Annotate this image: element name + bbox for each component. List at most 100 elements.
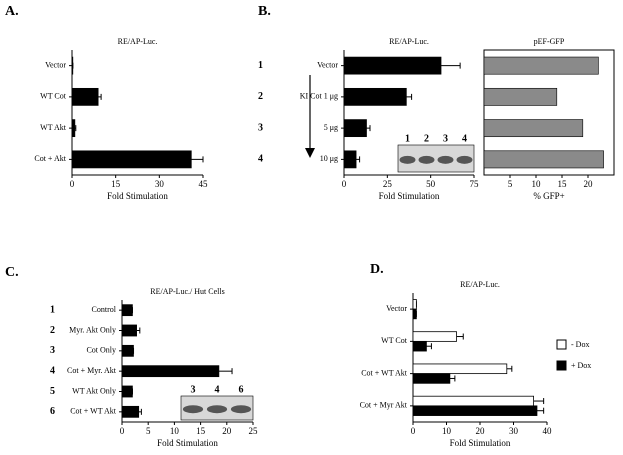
- bar: [121, 344, 134, 357]
- category-label: Vector: [317, 60, 338, 69]
- chart-title: RE/AP-Luc./ Hut Cells: [150, 287, 224, 296]
- category-label: Control: [92, 305, 117, 314]
- x-axis-label: Fold Stimulation: [157, 438, 218, 448]
- bar: [121, 304, 133, 317]
- lane-label: 1: [405, 133, 410, 144]
- row-number: 1: [50, 304, 55, 315]
- row-number: 6: [50, 406, 55, 417]
- x-tick-label: 15: [196, 426, 206, 436]
- x-tick-label: 50: [426, 179, 436, 189]
- panel-label: D.: [370, 262, 384, 277]
- chart-title: RE/AP-Luc.: [460, 280, 500, 289]
- x-tick-label: 0: [70, 179, 75, 189]
- row-number: 2: [50, 325, 55, 336]
- blot-band: [182, 405, 204, 414]
- x-tick-label: 10: [442, 426, 452, 436]
- x-tick-label: 15: [558, 179, 568, 189]
- x-tick-label: 5: [146, 426, 151, 436]
- bar: [412, 405, 538, 416]
- category-label: Cot + WT Akt: [361, 368, 408, 377]
- bar: [121, 365, 220, 378]
- x-tick-label: 20: [584, 179, 594, 189]
- x-tick-label: 10: [532, 179, 542, 189]
- x-tick-label: 0: [411, 426, 416, 436]
- bar: [343, 150, 357, 169]
- bar: [71, 87, 99, 106]
- bar: [71, 150, 192, 169]
- legend-label: + Dox: [571, 361, 591, 370]
- category-label: 5 μg: [324, 123, 338, 132]
- lane-label: 3: [191, 384, 196, 395]
- x-tick-label: 40: [543, 426, 553, 436]
- panel-label: A.: [5, 4, 19, 19]
- lane-label: 2: [424, 133, 429, 144]
- chart-title: RE/AP-Luc.: [389, 37, 429, 46]
- x-tick-label: 20: [476, 426, 486, 436]
- row-number: 1: [258, 60, 263, 71]
- category-label: Cot + WT Akt: [70, 407, 117, 416]
- legend-swatch: [556, 360, 567, 371]
- bar: [343, 119, 367, 138]
- x-tick-label: 0: [342, 179, 347, 189]
- bar: [412, 299, 417, 310]
- bar: [412, 331, 457, 342]
- row-number: 5: [50, 386, 55, 397]
- bar: [483, 87, 558, 106]
- bar: [412, 373, 451, 384]
- bar: [343, 56, 442, 75]
- category-label: Cot + Myr. Akt: [67, 366, 117, 375]
- chart-title: pEF-GFP: [534, 37, 565, 46]
- category-label: Vector: [386, 304, 407, 313]
- x-tick-label: 45: [199, 179, 209, 189]
- blot-band: [230, 405, 252, 414]
- x-tick-label: 10: [170, 426, 180, 436]
- row-number: 3: [258, 122, 263, 133]
- category-label: 10 μg: [320, 154, 338, 163]
- category-label: Myr. Akt Only: [69, 325, 116, 334]
- blot-band: [399, 155, 416, 164]
- bar: [483, 56, 599, 75]
- x-axis-label: Fold Stimulation: [107, 191, 168, 201]
- category-label: WT Cot: [381, 336, 408, 345]
- x-tick-label: 25: [383, 179, 393, 189]
- bar: [121, 405, 140, 418]
- bar: [121, 385, 133, 398]
- bar: [343, 87, 407, 106]
- lane-label: 4: [215, 384, 220, 395]
- bar: [71, 56, 74, 75]
- blot-band: [206, 405, 228, 414]
- x-tick-label: 15: [111, 179, 121, 189]
- lane-label: 4: [462, 133, 467, 144]
- row-number: 4: [258, 154, 263, 165]
- blot-band: [456, 155, 473, 164]
- x-tick-label: 20: [222, 426, 232, 436]
- lane-label: 3: [443, 133, 448, 144]
- bar: [412, 340, 427, 352]
- category-label: Cot Only: [86, 346, 116, 355]
- bar: [121, 324, 137, 337]
- category-label: KI Cot 1 μg: [300, 92, 338, 101]
- blot-band: [418, 155, 435, 164]
- legend-swatch: [556, 339, 567, 350]
- bar: [71, 119, 76, 138]
- bar: [483, 150, 604, 169]
- row-number: 4: [50, 365, 55, 376]
- row-number: 3: [50, 345, 55, 356]
- panel-label: C.: [5, 265, 19, 280]
- bar: [412, 308, 417, 320]
- category-label: Cot + Akt: [34, 154, 66, 163]
- chart-title: RE/AP-Luc.: [118, 37, 158, 46]
- category-label: WT Akt Only: [72, 386, 116, 395]
- bar: [412, 395, 534, 407]
- x-tick-label: 0: [120, 426, 125, 436]
- x-axis-label: Fold Stimulation: [379, 191, 440, 201]
- x-tick-label: 25: [249, 426, 259, 436]
- lane-label: 6: [239, 384, 244, 395]
- bar: [483, 119, 584, 138]
- x-axis-label: Fold Stimulation: [450, 438, 511, 448]
- category-label: Cot + Myr Akt: [360, 401, 408, 410]
- arrow-head: [305, 148, 315, 158]
- category-label: WT Cot: [40, 92, 67, 101]
- x-tick-label: 30: [155, 179, 165, 189]
